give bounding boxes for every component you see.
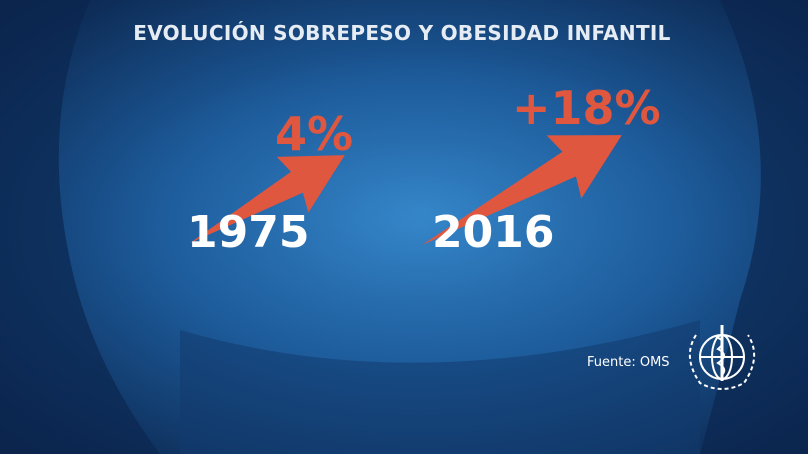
arrow	[422, 135, 622, 245]
logo-snake	[715, 336, 726, 376]
arrow	[190, 155, 345, 243]
silhouette-left	[0, 0, 160, 454]
source-label: Fuente: OMS	[587, 355, 670, 370]
value-label: 4%	[275, 107, 353, 161]
title: EVOLUCIÓN SOBREPESO Y OBESIDAD INFANTIL	[133, 21, 670, 45]
who-logo	[689, 325, 755, 390]
arrow-shape	[190, 155, 345, 243]
jeans-shape	[180, 320, 700, 454]
silhouette-right	[700, 0, 808, 454]
value-label: +18%	[512, 81, 661, 135]
year-label: 1975	[187, 207, 309, 258]
logo-laurel	[689, 334, 755, 390]
arrow-shape	[422, 135, 622, 245]
year-label: 2016	[432, 207, 554, 258]
